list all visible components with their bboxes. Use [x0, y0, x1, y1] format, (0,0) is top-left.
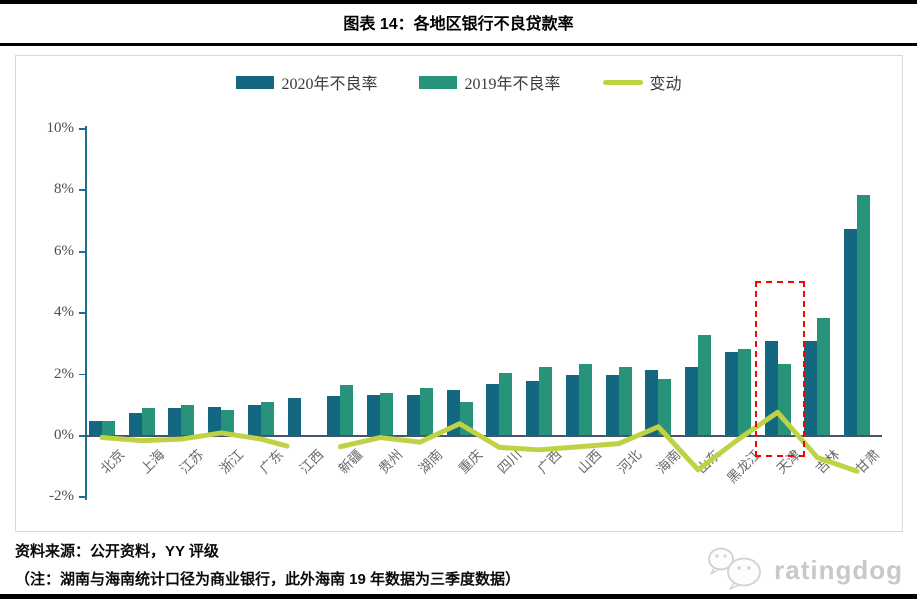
legend-item-2020: 2020年不良率	[236, 70, 377, 94]
y-axis-tick	[79, 312, 85, 315]
y-axis-label: 2%	[54, 365, 74, 382]
bar-2020	[327, 396, 341, 436]
plot-area: 10% 8% 6% 4% 2% 0% -2% 北京 上海 江苏 浙江 广东 江西 新疆 贵州 湖南 重庆 四川 广西…	[16, 56, 904, 533]
bar-2020	[128, 412, 142, 436]
bar-2019	[459, 402, 473, 436]
brand-watermark: ratingdog	[706, 546, 903, 595]
y-axis-tick	[79, 250, 85, 253]
bar-2019	[380, 393, 394, 436]
top-divider	[0, 0, 917, 4]
bar-2019	[419, 388, 433, 436]
bar-2019	[260, 402, 274, 436]
legend-label-2019: 2019年不良率	[464, 76, 561, 93]
bar-2019	[857, 195, 871, 436]
bar-2020	[526, 380, 540, 436]
legend-line-swatch-icon	[602, 79, 643, 85]
y-axis-label: 8%	[54, 181, 74, 198]
y-axis-label: 10%	[46, 120, 75, 137]
page-title: 图表 14：各地区银行不良贷款率	[343, 16, 574, 33]
y-axis-tick	[79, 496, 85, 499]
bar-2020	[645, 370, 659, 436]
y-axis-tick	[79, 189, 85, 192]
data-caveat-note: （注：湖南与海南统计口径为商业银行，此外海南 19 年数据为三季度数据）	[15, 571, 521, 588]
bar-2020	[247, 405, 261, 436]
bar-2020	[168, 408, 182, 436]
bar-2019	[340, 385, 354, 436]
bar-2020	[406, 394, 420, 436]
bar-2020	[446, 389, 460, 436]
legend-item-2019: 2019年不良率	[419, 70, 561, 94]
bar-2020	[685, 366, 699, 436]
bar-2019	[618, 366, 632, 436]
bar-2019	[737, 348, 751, 436]
y-axis-tick	[79, 373, 85, 376]
legend-label-2020: 2020年不良率	[281, 76, 378, 93]
bar-2020	[287, 397, 301, 436]
y-axis-label: 4%	[54, 304, 74, 321]
legend-item-change: 变动	[602, 70, 682, 94]
source-note: 资料来源：公开资料，YY 评级	[15, 543, 219, 560]
bar-2019	[102, 420, 115, 436]
bar-2019	[698, 334, 712, 436]
y-axis-label: 6%	[54, 242, 74, 259]
bar-2019	[499, 373, 513, 436]
y-axis-tick	[79, 435, 85, 437]
bar-2019	[181, 405, 195, 436]
bar-2020	[804, 340, 818, 436]
y-axis-label: -2%	[49, 488, 74, 505]
chart-container: 2020年不良率 2019年不良率 变动 10% 8% 6% 4% 2% 0% -2% 北京上…	[15, 55, 903, 532]
bar-2019	[141, 408, 155, 436]
bar-2020	[367, 394, 381, 436]
chat-bubbles-icon	[706, 546, 766, 595]
bar-2020	[486, 383, 500, 436]
title-divider	[0, 43, 917, 46]
bar-2020	[605, 374, 619, 436]
bar-2019	[578, 363, 592, 436]
legend-swatch-2020	[236, 75, 275, 89]
legend-label-change: 变动	[649, 76, 682, 93]
bar-2019	[221, 409, 235, 436]
legend-swatch-2019	[419, 75, 458, 89]
bar-2020	[565, 374, 579, 436]
bar-2020	[208, 406, 222, 436]
bar-2020	[89, 420, 102, 436]
chart-legend: 2020年不良率 2019年不良率 变动	[16, 70, 902, 94]
bar-2020	[844, 228, 858, 436]
y-axis-tick	[79, 128, 85, 130]
y-axis-line	[84, 126, 87, 501]
bar-2019	[658, 379, 672, 436]
bar-2020	[724, 351, 738, 436]
brand-name: ratingdog	[774, 555, 903, 585]
bar-2019	[539, 366, 553, 436]
y-axis-label: 0%	[54, 427, 74, 443]
tianjin-highlight-box	[754, 281, 805, 457]
bar-2019	[817, 317, 831, 436]
bottom-divider	[0, 594, 917, 599]
